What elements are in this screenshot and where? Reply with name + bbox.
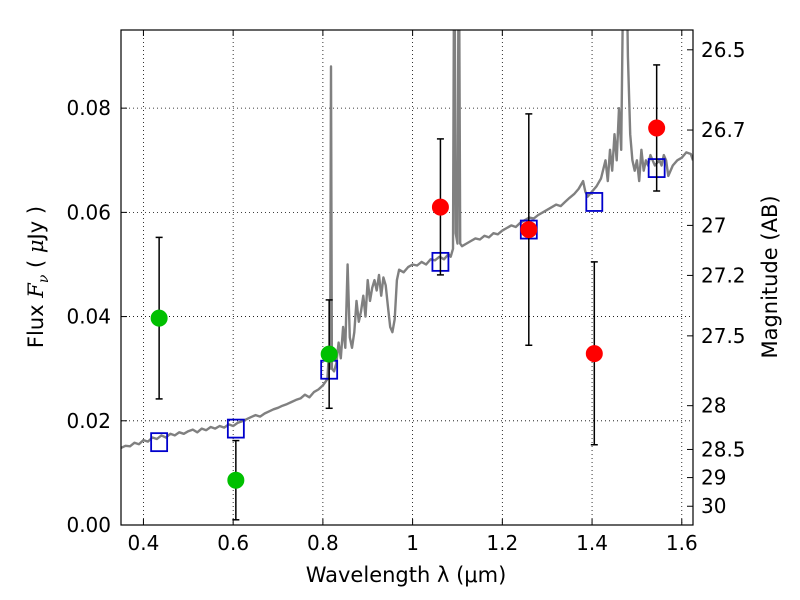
y-axis-label: Flux Fν ( μJy ) (24, 206, 52, 348)
y2-tick-label: 26.7 (701, 118, 746, 142)
y-tick-label: 0.06 (66, 200, 111, 224)
model-square-marker (150, 432, 169, 453)
x-tick-label: 1 (406, 531, 419, 555)
y2-tick-label: 26.5 (701, 38, 746, 62)
x-tick-label: 0.6 (217, 531, 249, 555)
axis-ticks: 0.4 0.6 0.8 1 1.2 1.4 1.6 0.00 0.02 0.04 0.06 0.08 2… (66, 30, 746, 555)
plot-frame (120, 29, 694, 526)
x-tick-label: 1.2 (486, 531, 518, 555)
y-tick-label: 0.00 (66, 513, 111, 537)
photometry-point (520, 221, 538, 239)
x-tick-label: 0.4 (128, 531, 160, 555)
y2-tick-label: 28 (701, 394, 726, 418)
y-label-part-flux: Flux (24, 298, 48, 348)
y-tick-label: 0.04 (66, 305, 111, 329)
photometry-point (585, 345, 603, 363)
y-tick-label: 0.08 (66, 96, 111, 120)
model-spectrum-line (121, 30, 693, 449)
x-tick-label: 1.6 (666, 531, 698, 555)
photometry-point (227, 471, 245, 489)
y2-tick-label: 27.2 (701, 263, 746, 287)
photometry-point (150, 309, 168, 327)
y-label-part-paren: ( (24, 253, 48, 275)
x-tick-label: 0.8 (307, 531, 339, 555)
y-label-part-f: F (24, 282, 48, 299)
model-square-marker (226, 418, 245, 439)
y2-tick-label: 27.5 (701, 324, 746, 348)
y2-axis-label: Magnitude (AB) (758, 195, 782, 358)
x-tick-label: 1.4 (576, 531, 608, 555)
photometry-point (431, 198, 449, 216)
y-label-part-mu: μ (24, 239, 48, 253)
photometry-point (320, 345, 338, 363)
gridlines (121, 30, 693, 525)
x-axis-label: Wavelength λ (μm) (306, 563, 507, 587)
y2-tick-label: 30 (701, 494, 726, 518)
y2-tick-label: 27 (701, 213, 726, 237)
y2-tick-label: 29 (701, 466, 726, 490)
model-square-marker (585, 192, 604, 212)
spectrum-layer (121, 30, 693, 449)
y-tick-label: 0.02 (66, 409, 111, 433)
y-label-part-unit: Jy ) (24, 206, 48, 242)
data-points-layer (150, 64, 666, 521)
y2-tick-label: 28.5 (701, 437, 746, 461)
y-label-part-nu: ν (36, 274, 52, 283)
photometry-point (648, 119, 666, 137)
